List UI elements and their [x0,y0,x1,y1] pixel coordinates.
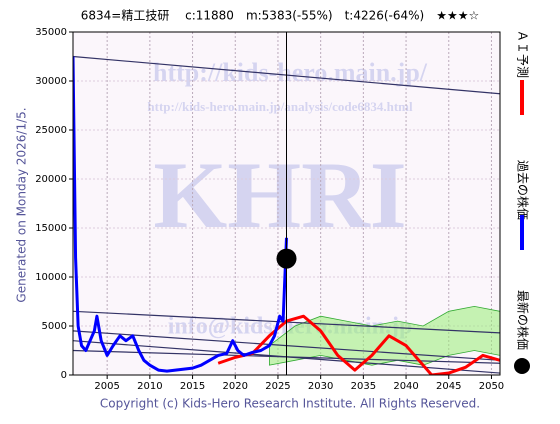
y-tick-label: 10000 [35,272,67,283]
legend-label: ＡＩ予測 [516,30,530,78]
series-line [217,314,500,375]
x-tick-label: 2045 [436,381,461,392]
x-tick-label: 2040 [393,381,418,392]
y-tick-label: 5000 [42,321,67,332]
x-tick-label: 2030 [308,381,333,392]
series-line [73,56,288,373]
x-tick-label: 2015 [180,381,205,392]
y-tick-label: 25000 [35,125,67,136]
y-tick-label: 0 [61,370,67,381]
watermark: http://kids-hero.main.jp/ [153,58,428,87]
y-tick-label: 30000 [35,76,67,87]
x-tick-label: 2020 [223,381,248,392]
latest-point [276,248,297,269]
legend-swatch [514,358,530,374]
x-tick-label: 2005 [94,381,119,392]
legend-label: 最新の株価 [516,290,531,350]
copyright: Copyright (c) Kids-Hero Research Institu… [100,397,480,411]
y-tick-label: 15000 [35,223,67,234]
y-tick-label: 20000 [35,174,67,185]
legend-label: 過去の株価 [516,160,531,220]
plot-frame [72,31,501,376]
y-tick-label: 35000 [35,27,67,38]
watermark: KHRI [153,142,406,248]
side-note: Generated on Monday 2026/1/5. [15,107,29,302]
x-tick-label: 2050 [479,381,504,392]
plot: http://kids-hero.main.jp/http://kids-her… [73,32,500,375]
x-tick-label: 2025 [265,381,290,392]
forecast-band [269,305,500,366]
x-tick-label: 2035 [351,381,376,392]
chart-title: 6834=精工技研 c:11880 m:5383(-55%) t:4226(-6… [81,9,480,23]
watermark: http://kids-hero.main.jp/analysis/code68… [147,99,413,114]
x-tick-label: 2010 [137,381,162,392]
